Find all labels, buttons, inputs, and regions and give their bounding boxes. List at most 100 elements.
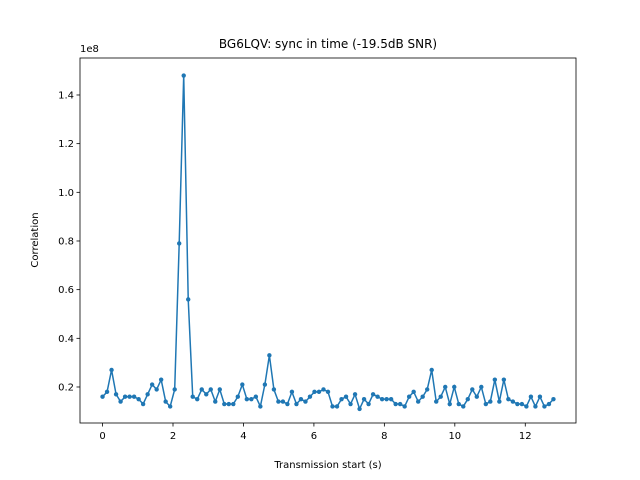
marker <box>434 399 439 404</box>
marker <box>244 396 250 402</box>
marker <box>397 401 403 407</box>
x-tick-label: 0 <box>99 431 105 442</box>
marker <box>474 394 479 399</box>
marker <box>519 401 525 407</box>
marker <box>208 387 213 392</box>
marker <box>240 382 245 387</box>
x-tick-label: 10 <box>448 431 461 442</box>
marker <box>429 367 434 373</box>
y-tick-label: 0.4 <box>58 334 74 345</box>
marker <box>375 394 380 399</box>
marker <box>546 401 552 407</box>
marker <box>321 387 326 392</box>
marker <box>325 389 331 395</box>
marker <box>118 399 123 404</box>
marker <box>533 404 538 409</box>
y-tick-label: 0.6 <box>58 285 74 296</box>
marker <box>542 404 547 409</box>
marker <box>235 394 241 399</box>
y-tick-label: 0.8 <box>58 236 74 247</box>
marker <box>411 389 416 395</box>
marker <box>204 392 209 397</box>
marker <box>303 399 308 404</box>
marker <box>298 396 304 402</box>
marker <box>443 384 448 390</box>
marker <box>312 389 317 395</box>
marker <box>537 394 543 399</box>
marker <box>249 396 254 402</box>
marker <box>415 399 421 404</box>
marker <box>177 241 182 246</box>
marker <box>551 396 556 402</box>
x-tick-label: 12 <box>519 431 532 442</box>
y-tick-label: 1.4 <box>58 90 74 101</box>
marker <box>231 401 236 407</box>
marker <box>456 401 461 407</box>
marker <box>109 367 114 373</box>
marker <box>339 396 344 402</box>
marker <box>501 377 507 382</box>
marker <box>479 384 484 390</box>
marker <box>271 387 277 392</box>
y-tick-label: 0.2 <box>58 382 74 393</box>
marker <box>145 392 150 397</box>
marker <box>280 399 286 404</box>
x-tick-label: 2 <box>170 431 176 442</box>
marker <box>222 401 227 407</box>
marker <box>276 399 281 404</box>
marker <box>289 389 295 395</box>
marker <box>131 394 137 399</box>
marker <box>334 404 340 409</box>
marker <box>307 394 313 399</box>
marker <box>366 401 371 407</box>
marker <box>370 392 376 397</box>
marker <box>524 404 529 409</box>
offset-label: 1e8 <box>80 44 99 55</box>
marker <box>402 404 407 409</box>
marker <box>461 404 466 409</box>
marker <box>388 396 394 402</box>
marker <box>515 401 520 407</box>
chart-title: BG6LQV: sync in time (-19.5dB SNR) <box>219 37 437 51</box>
marker <box>267 353 272 358</box>
marker <box>172 387 177 392</box>
marker <box>379 396 385 402</box>
line <box>101 75 555 411</box>
marker <box>195 396 200 402</box>
marker <box>393 401 398 407</box>
marker <box>357 406 362 412</box>
marker <box>181 73 186 78</box>
marker <box>470 387 475 392</box>
marker <box>438 394 443 399</box>
marker <box>190 394 195 399</box>
marker <box>447 401 452 407</box>
marker <box>420 394 425 399</box>
marker <box>406 394 412 399</box>
marker <box>226 401 231 407</box>
marker <box>352 392 358 397</box>
marker <box>294 401 299 407</box>
marker <box>425 387 430 392</box>
marker <box>167 404 173 409</box>
marker <box>348 401 353 407</box>
marker <box>258 404 263 409</box>
marker <box>465 396 470 402</box>
marker <box>510 399 516 404</box>
marker <box>343 394 349 399</box>
marker <box>316 389 322 395</box>
marker <box>506 396 511 402</box>
marker <box>497 399 502 404</box>
marker <box>361 396 367 402</box>
marker <box>528 394 534 399</box>
marker <box>100 394 105 399</box>
y-tick-label: 1.2 <box>58 139 74 150</box>
marker <box>483 401 489 407</box>
marker <box>136 396 141 402</box>
marker <box>154 387 159 392</box>
marker <box>330 404 335 409</box>
marker <box>217 387 222 392</box>
marker <box>127 394 132 399</box>
marker <box>262 382 268 387</box>
marker <box>140 401 146 407</box>
